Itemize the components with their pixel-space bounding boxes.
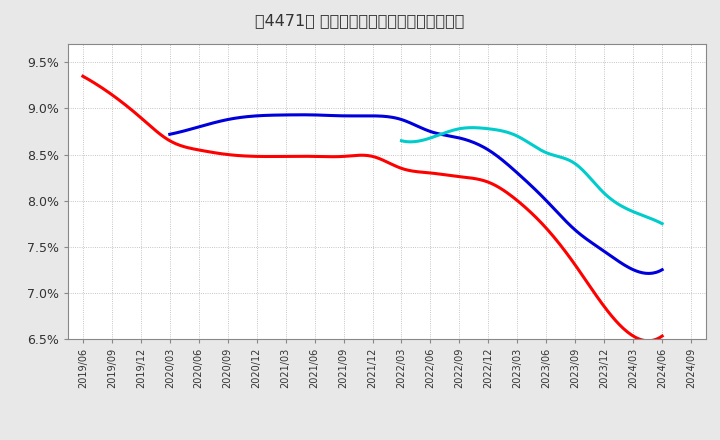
Text: ［4471］ 経常利益マージンの平均値の推移: ［4471］ 経常利益マージンの平均値の推移: [256, 13, 464, 28]
